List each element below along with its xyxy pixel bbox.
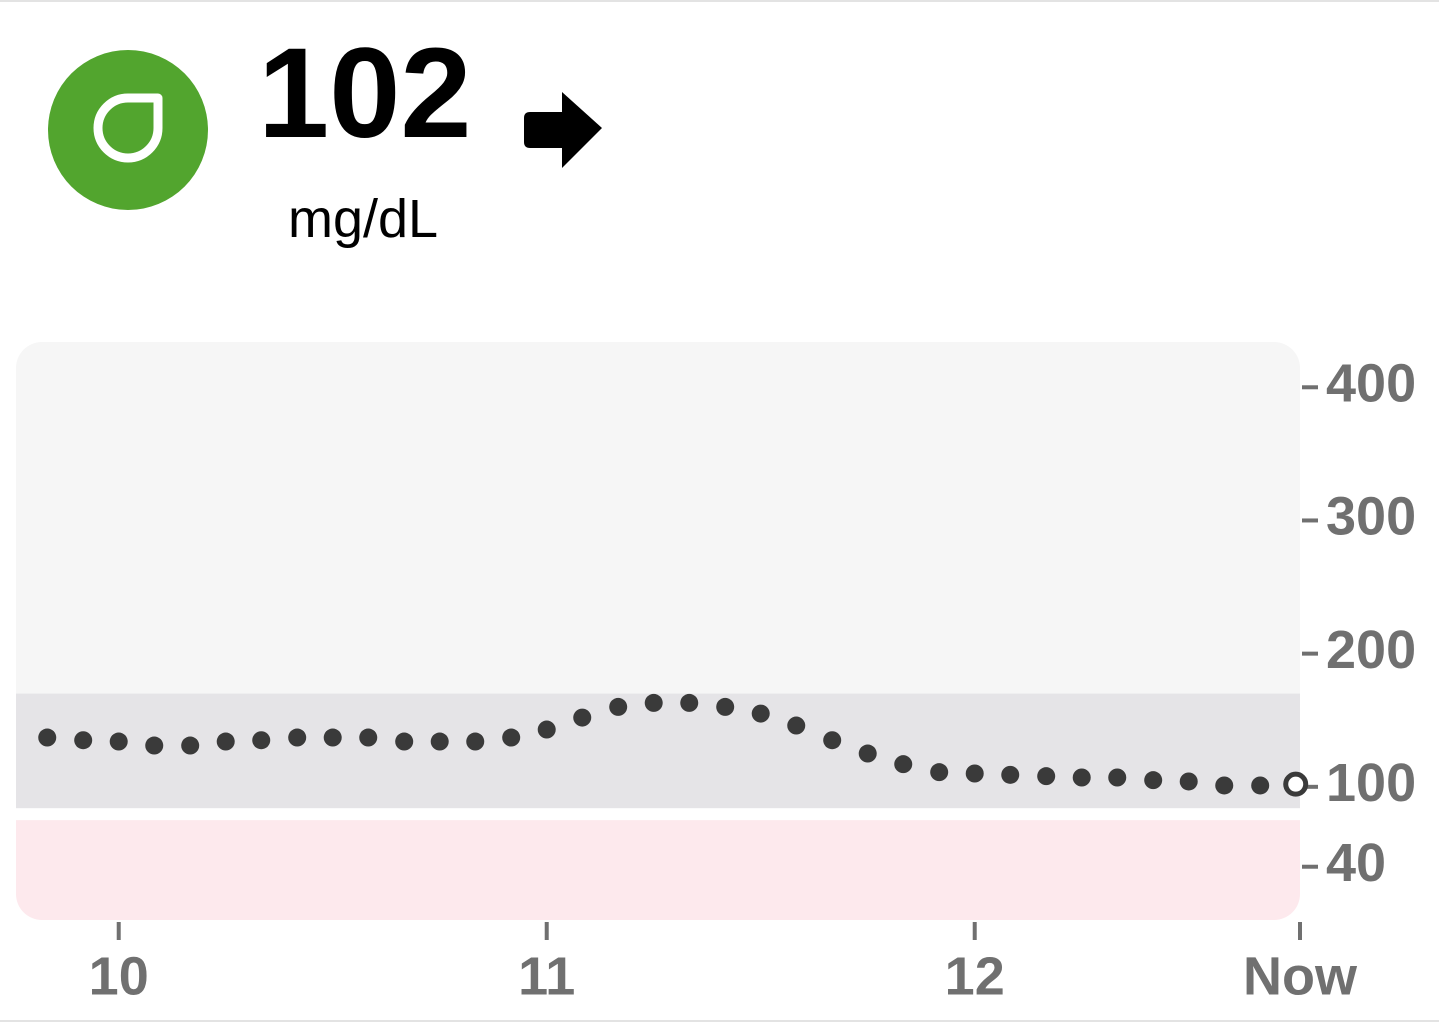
reading-point (1072, 768, 1091, 787)
reading-point (1037, 767, 1056, 786)
range-band (16, 693, 1300, 809)
reading-point (395, 732, 414, 751)
reading-point (430, 732, 449, 751)
reading-point (1108, 768, 1127, 787)
reading-point (858, 744, 877, 763)
reading-point (359, 728, 378, 747)
reading-point (216, 732, 235, 751)
y-tick-label: 400 (1326, 354, 1416, 414)
reading-point (38, 728, 57, 747)
reading-point (109, 732, 128, 751)
reading-point (609, 697, 628, 716)
glucose-unit: mg/dL (288, 189, 438, 249)
reading-point (323, 728, 342, 747)
reading-point (502, 728, 521, 747)
reading-point (716, 697, 735, 716)
y-tick-label: 40 (1326, 833, 1386, 893)
reading-point (751, 704, 770, 723)
reading-point (573, 708, 592, 727)
reading-point (288, 728, 307, 747)
y-tick-label: 300 (1326, 487, 1416, 547)
reading-point (145, 736, 164, 755)
reading-point (181, 736, 200, 755)
reading-point (74, 731, 93, 750)
reading-point (787, 716, 806, 735)
reading-point (680, 693, 699, 712)
x-tick-label: 11 (518, 946, 575, 1006)
reading-point (965, 764, 984, 783)
reading-point (823, 731, 842, 750)
range-band (16, 820, 1300, 920)
x-tick-label: 10 (89, 946, 149, 1006)
trend-arrow (524, 92, 602, 168)
reading-point (537, 720, 556, 739)
glucose-value: 102 (258, 22, 472, 165)
reading-point (252, 731, 271, 750)
plot-area (16, 342, 1300, 920)
x-tick-label: 12 (945, 946, 1005, 1006)
reading-point (894, 755, 913, 774)
reading-point (1251, 776, 1270, 795)
reading-point (1179, 772, 1198, 791)
reading-point (1283, 771, 1309, 797)
status-icon (48, 50, 208, 210)
reading-point (1144, 771, 1163, 790)
y-tick-label: 200 (1326, 620, 1416, 680)
reading-point (644, 693, 663, 712)
status-circle (48, 50, 208, 210)
sensor-glyph (93, 93, 163, 163)
y-tick-label: 100 (1326, 753, 1416, 813)
reading-point (466, 732, 485, 751)
x-tick-label: Now (1243, 946, 1358, 1006)
reading-point (930, 763, 949, 782)
reading-point (1215, 776, 1234, 795)
reading-point (1001, 765, 1020, 784)
